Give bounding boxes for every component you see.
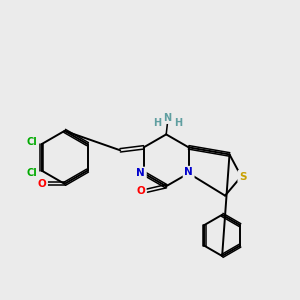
Text: N: N [164,113,172,123]
Text: H: H [153,118,161,128]
Text: O: O [136,186,145,196]
Text: Cl: Cl [27,168,38,178]
Text: O: O [38,179,46,189]
Text: N: N [136,168,145,178]
Text: Cl: Cl [27,137,38,147]
Text: N: N [184,167,193,177]
Text: S: S [239,172,247,182]
Text: H: H [174,118,182,128]
